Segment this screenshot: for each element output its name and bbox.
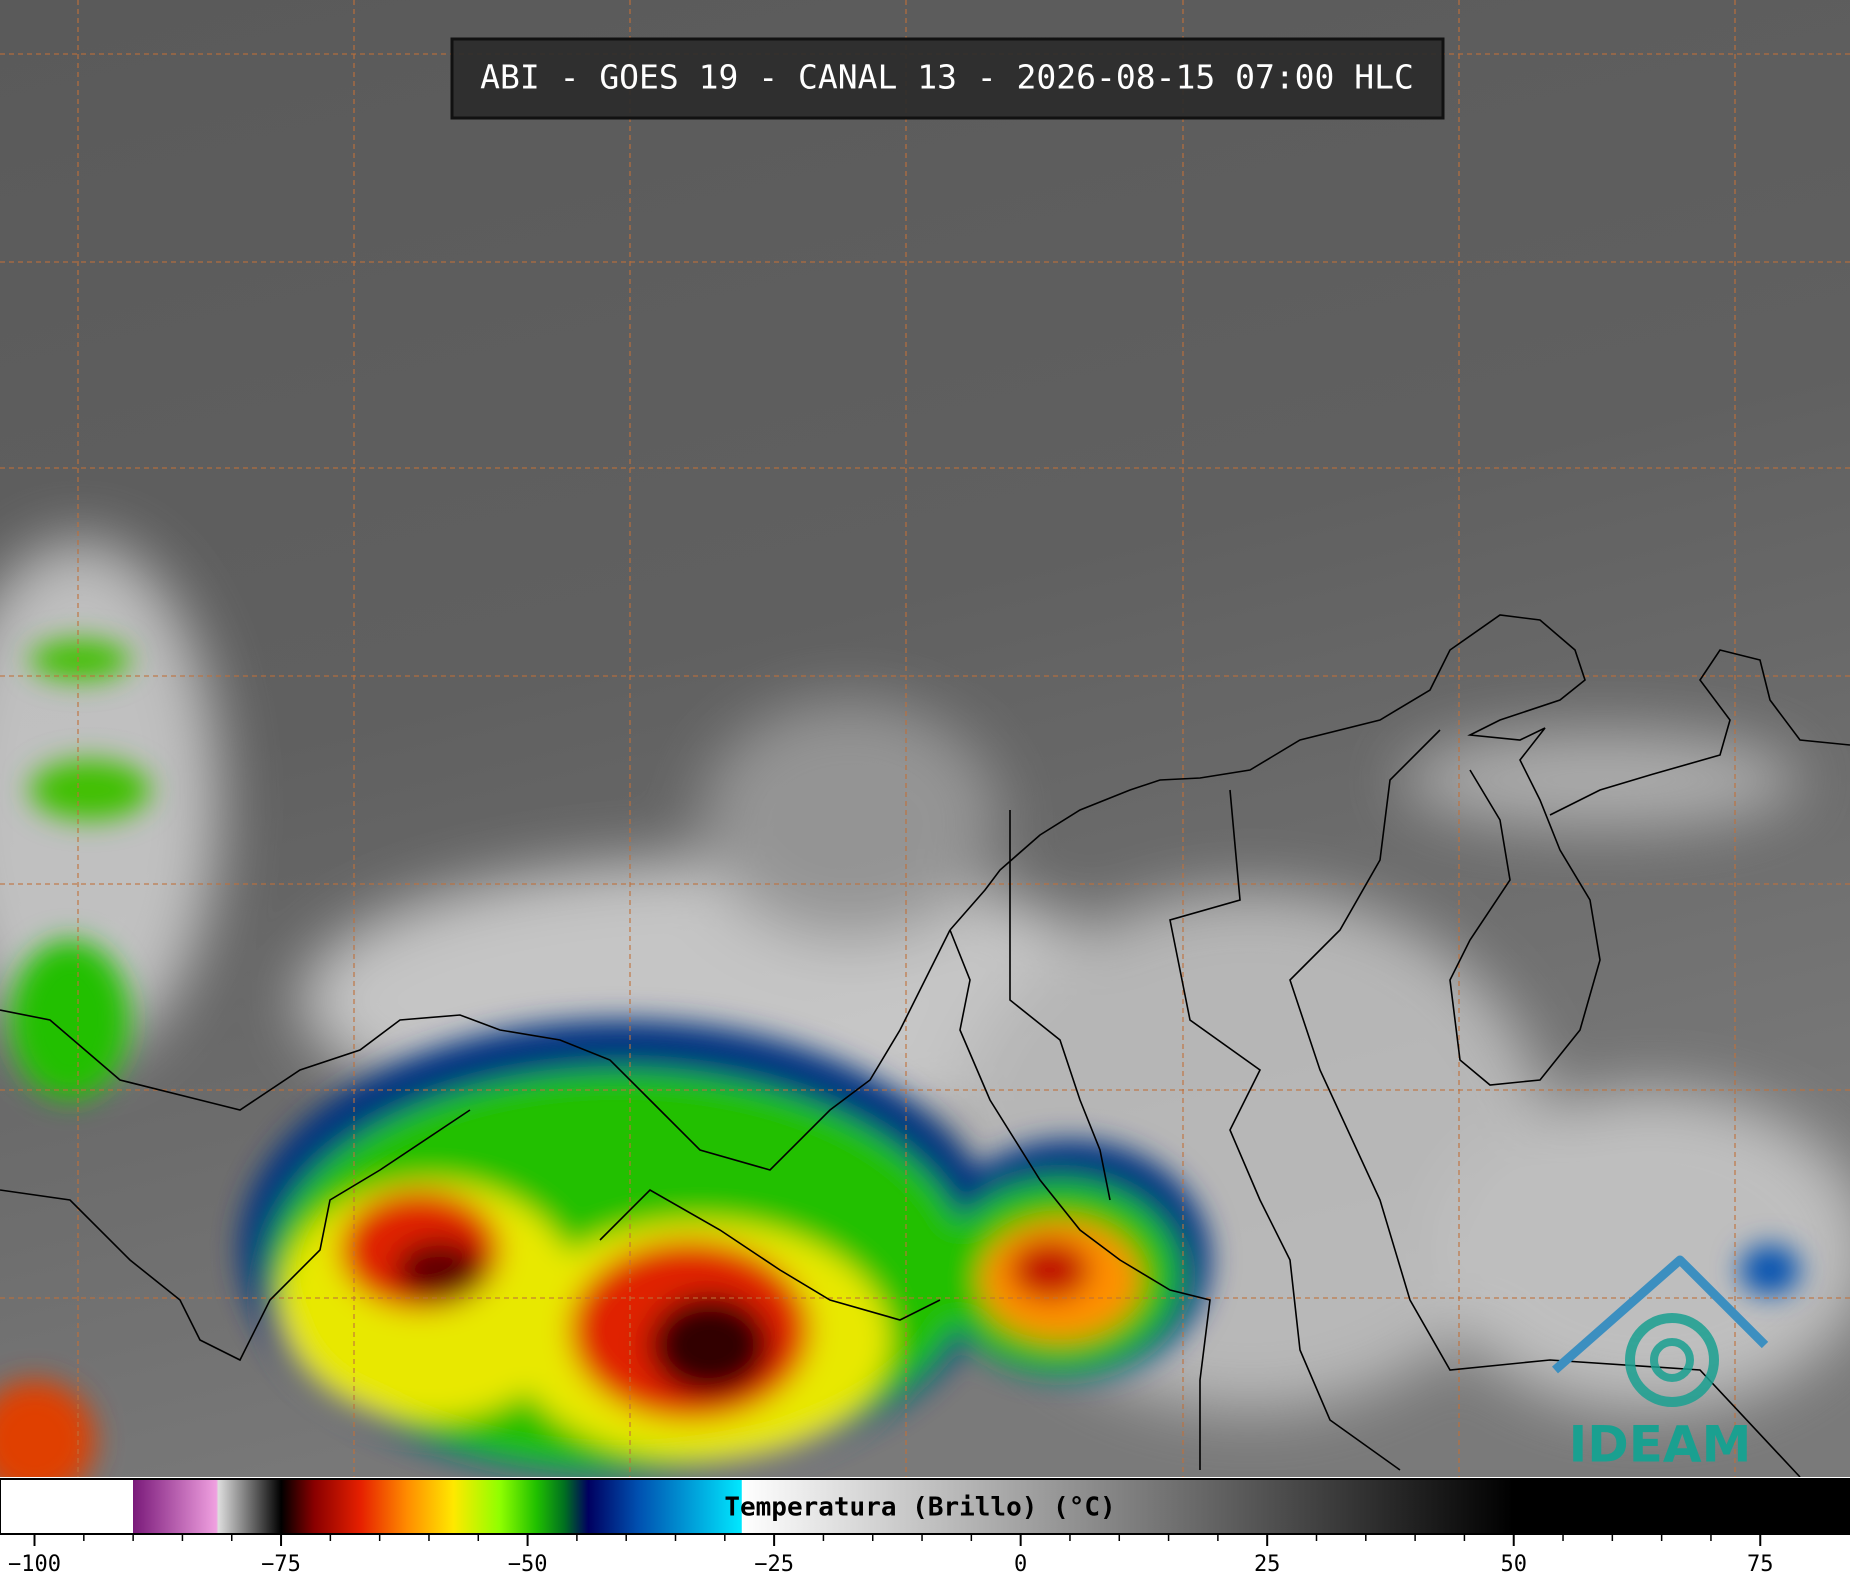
colorbar-label: Temperatura (Brillo) (°C) bbox=[724, 1493, 1115, 1523]
tick-label: 0 bbox=[1014, 1552, 1027, 1577]
tick-label: 50 bbox=[1500, 1552, 1527, 1577]
colorbar: Temperatura (Brillo) (°C) −100 −75 −50 −25 0… bbox=[0, 1477, 1850, 1577]
tick-label: 75 bbox=[1747, 1552, 1774, 1577]
tick-label: −75 bbox=[261, 1552, 301, 1577]
tick-label: −25 bbox=[754, 1552, 794, 1577]
tick-label: −50 bbox=[508, 1552, 548, 1577]
tick-label: −100 bbox=[8, 1552, 61, 1577]
logo-text: IDEAM bbox=[1569, 1416, 1752, 1474]
tick-label: 25 bbox=[1254, 1552, 1281, 1577]
satellite-image bbox=[0, 0, 1850, 1500]
graticule bbox=[0, 0, 1850, 1477]
logo: IDEAM bbox=[1552, 1255, 1769, 1474]
title-box: ABI - GOES 19 - CANAL 13 - 2026-08-15 07… bbox=[450, 37, 1445, 120]
map-title: ABI - GOES 19 - CANAL 13 - 2026-08-15 07… bbox=[480, 58, 1414, 97]
coastlines bbox=[0, 614, 1850, 1478]
